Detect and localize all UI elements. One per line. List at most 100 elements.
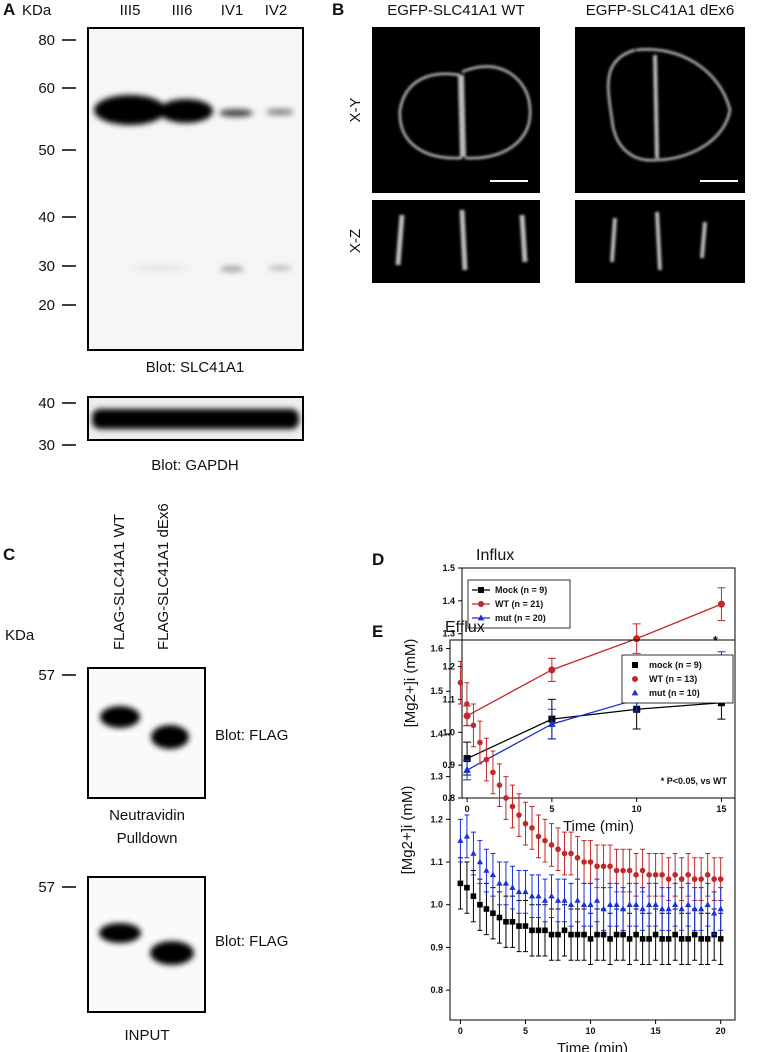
data-point: [672, 931, 678, 938]
x-axis-label: Time (min): [557, 1040, 628, 1052]
data-point: [457, 837, 464, 843]
y-tick-label: 1.3: [430, 772, 443, 782]
legend-marker: [632, 662, 638, 668]
data-point: [646, 901, 653, 907]
data-point: [606, 901, 614, 907]
panel-label: C: [3, 545, 15, 564]
legend-label: mut (n = 10): [649, 688, 700, 698]
marker-label: 30: [38, 437, 55, 454]
data-point: [554, 897, 562, 903]
data-point: [594, 931, 600, 938]
data-point: [548, 892, 555, 899]
data-point: [568, 850, 574, 857]
micrograph: [372, 27, 540, 193]
marker-ticks: [62, 39, 76, 446]
data-point: [594, 863, 600, 870]
y-tick-label: 0.9: [442, 760, 455, 770]
legend-marker: [478, 601, 484, 607]
marker-label: 50: [38, 142, 55, 159]
data-point: [620, 931, 626, 938]
lane-label: IV1: [221, 2, 244, 19]
marker-label: 60: [38, 80, 55, 97]
y-tick-label: 1.0: [442, 727, 455, 737]
data-point: [529, 927, 535, 934]
data-point: [561, 897, 568, 903]
data-point: [496, 782, 503, 788]
legend-marker: [631, 689, 639, 696]
y-tick-label: 1.5: [442, 563, 455, 573]
legend-frame: [621, 654, 734, 704]
data-point: [548, 931, 555, 938]
x-tick-label: 5: [549, 804, 554, 814]
series-line: [466, 603, 722, 717]
data-point: [568, 931, 574, 938]
y-tick-label: 0.9: [430, 942, 443, 952]
data-point: [607, 863, 613, 870]
data-point: [665, 936, 672, 942]
y-tick-label: 1.1: [430, 857, 443, 867]
data-point: [574, 897, 581, 903]
data-point: [717, 876, 724, 882]
x-tick-label: 10: [586, 1026, 596, 1036]
data-point: [652, 872, 659, 878]
lane-label: III6: [172, 2, 193, 19]
data-point: [457, 880, 464, 887]
data-point: [528, 892, 536, 899]
data-point: [633, 901, 640, 907]
data-point: [464, 701, 470, 707]
chart-title: Efflux: [445, 619, 485, 636]
data-point: [470, 722, 477, 729]
data-point: [711, 909, 718, 916]
data-point: [529, 825, 535, 831]
data-point: [633, 872, 639, 878]
data-point: [587, 936, 594, 942]
data-point: [652, 901, 659, 907]
column-label: EGFP-SLC41A1 WT: [387, 2, 525, 19]
cell-outlines: [395, 48, 732, 271]
data-point: [691, 905, 698, 912]
data-point: [548, 842, 555, 848]
legend-marker: [477, 614, 485, 621]
data-point: [717, 936, 724, 942]
data-point: [600, 863, 607, 870]
data-point: [477, 739, 483, 746]
x-tick-label: 0: [458, 1026, 463, 1036]
data-point: [567, 901, 575, 907]
data-point: [483, 867, 490, 873]
data-point: [574, 931, 581, 938]
micrograph: [575, 27, 745, 193]
x-tick-label: 5: [523, 1026, 528, 1036]
row-label: X-Y: [347, 97, 364, 122]
marker-label: 80: [38, 32, 55, 49]
data-point: [581, 859, 587, 865]
unit-label: KDa: [22, 2, 52, 19]
legend-label: mut (n = 20): [495, 613, 546, 623]
panel-label: A: [3, 0, 15, 19]
x-tick-label: 0: [465, 804, 470, 814]
data-point: [691, 931, 698, 938]
data-point: [548, 719, 556, 727]
data-point: [509, 884, 516, 890]
y-axis-label: [Mg2+]i (mM): [399, 786, 416, 875]
legend-label: mock (n = 9): [649, 660, 702, 670]
data-point: [652, 931, 659, 938]
data-point: [535, 927, 542, 934]
data-point: [672, 901, 679, 907]
data-point: [483, 756, 490, 763]
data-point: [659, 905, 666, 912]
data-point: [613, 867, 620, 874]
y-tick-label: 1.5: [430, 686, 443, 696]
panel-c: C FLAG-SLC41A1 WT FLAG-SLC41A1 dEx6 KDa …: [3, 503, 288, 1044]
data-point: [496, 880, 503, 886]
data-point: [685, 872, 691, 878]
blot-caption: Blot: FLAG: [215, 727, 288, 744]
blot-bands: [94, 95, 294, 272]
data-point: [470, 893, 477, 899]
data-point: [463, 755, 471, 763]
data-point: [698, 905, 705, 912]
data-point: [678, 936, 685, 942]
data-point: [646, 872, 652, 878]
legend-marker: [478, 587, 484, 593]
data-point: [704, 901, 711, 907]
data-point: [490, 910, 496, 917]
